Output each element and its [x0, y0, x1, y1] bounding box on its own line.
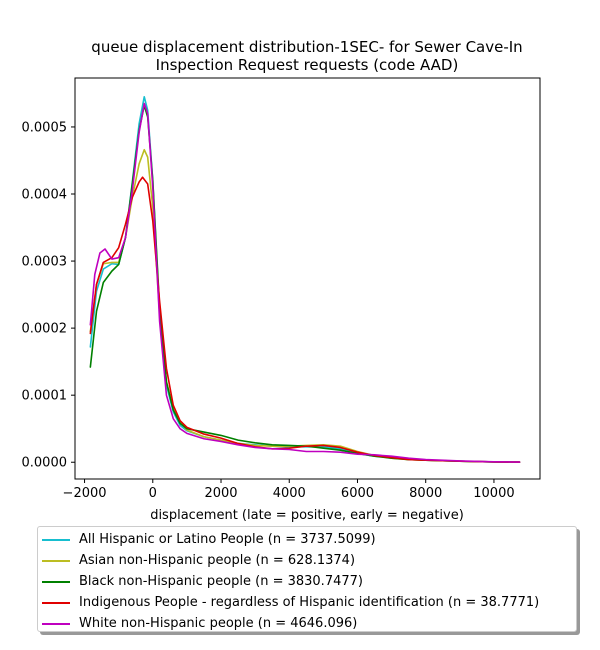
y-tick-label: 0.0005	[22, 120, 68, 135]
legend-entry: Indigenous People - regardless of Hispan…	[42, 592, 576, 613]
legend-swatch	[42, 580, 70, 583]
series-line	[89, 95, 521, 463]
legend-swatch	[42, 601, 70, 604]
legend-label: Indigenous People - regardless of Hispan…	[79, 595, 540, 610]
x-tick-label: −2000	[63, 486, 107, 501]
legend-entry: White non-Hispanic people (n = 4646.096)	[42, 613, 576, 634]
legend-label: White non-Hispanic people (n = 4646.096)	[79, 616, 358, 631]
y-tick-label: 0.0004	[22, 188, 68, 203]
legend-swatch	[42, 538, 70, 541]
y-tick-label: 0.0001	[22, 389, 68, 404]
x-axis-ticks: −2000 0 2000 4000 6000 8000 10000	[63, 479, 515, 501]
x-tick-label: 2000	[204, 486, 237, 501]
series-line	[89, 104, 521, 463]
x-tick-label: 6000	[341, 486, 374, 501]
legend-entry: Black non-Hispanic people (n = 3830.7477…	[42, 571, 576, 592]
legend-swatch	[42, 559, 70, 562]
y-tick-label: 0.0002	[22, 322, 68, 337]
legend-entry: All Hispanic or Latino People (n = 3737.…	[42, 529, 576, 550]
plot-lines	[89, 95, 521, 463]
series-line	[89, 176, 521, 463]
legend-label: Black non-Hispanic people (n = 3830.7477…	[79, 574, 363, 589]
x-tick-label: 8000	[409, 486, 442, 501]
x-tick-label: 10000	[473, 486, 514, 501]
y-tick-label: 0.0003	[22, 255, 68, 270]
chart-title-line-2: Inspection Request requests (code AAD)	[156, 56, 459, 74]
legend-label: All Hispanic or Latino People (n = 3737.…	[79, 532, 376, 547]
x-axis-label: displacement (late = positive, early = n…	[150, 508, 464, 523]
x-tick-label: 4000	[273, 486, 306, 501]
chart-title-line-1: queue displacement distribution-1SEC- fo…	[91, 38, 522, 56]
legend: All Hispanic or Latino People (n = 3737.…	[37, 526, 577, 632]
legend-label: Asian non-Hispanic people (n = 628.1374)	[79, 553, 356, 568]
legend-swatch	[42, 622, 70, 625]
series-line	[89, 148, 521, 463]
y-axis-ticks: 0.0000 0.0001 0.0002 0.0003 0.0004 0.0005	[22, 120, 75, 471]
plot-area-frame	[74, 77, 541, 480]
x-tick-label: 0	[149, 486, 157, 501]
legend-entry: Asian non-Hispanic people (n = 628.1374)	[42, 550, 576, 571]
series-line	[89, 102, 521, 463]
y-tick-label: 0.0000	[22, 456, 68, 471]
